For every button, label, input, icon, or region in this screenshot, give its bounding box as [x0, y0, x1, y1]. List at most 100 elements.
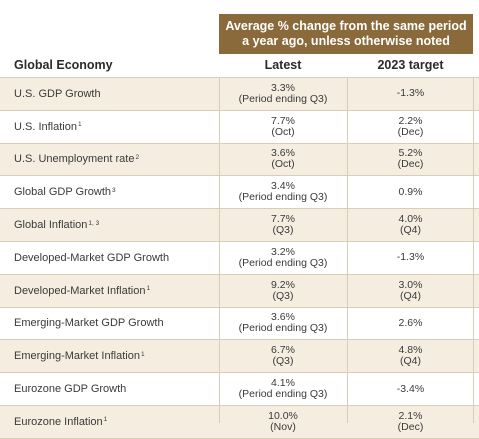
row-label-text: Eurozone Inflation	[14, 415, 103, 428]
latest-cell: 3.6% (Period ending Q3)	[219, 308, 347, 340]
target-cell: -3.4%	[348, 373, 473, 405]
target-period: (Q4)	[400, 289, 421, 302]
header-latest: Latest	[264, 58, 302, 72]
table-row: Global Inflation 1, 3 7.7% (Q3) 4.0% (Q4)	[0, 208, 479, 241]
row-label: U.S. GDP Growth	[14, 78, 101, 110]
column-divider	[219, 78, 220, 423]
table-row: U.S. Unemployment rate 2 3.6% (Oct) 5.2% (Dec…	[0, 142, 479, 176]
latest-period: (Oct)	[271, 125, 295, 138]
row-label-text: Emerging-Market Inflation	[14, 350, 140, 363]
row-label: Global Inflation 1, 3	[14, 209, 99, 241]
latest-period: (Period ending Q3)	[238, 322, 328, 335]
latest-cell: 4.1% (Period ending Q3)	[219, 373, 347, 405]
latest-value: 3.6%	[271, 147, 295, 160]
latest-cell: 3.2% (Period ending Q3)	[219, 242, 347, 274]
row-label: Developed-Market Inflation 1	[14, 275, 150, 307]
row-label-text: Eurozone GDP Growth	[14, 383, 127, 396]
latest-cell: 3.6% (Oct)	[219, 144, 347, 176]
latest-period: (Q3)	[272, 355, 294, 368]
row-label-text: Global Inflation	[14, 219, 88, 232]
footnote-marker: 1	[103, 416, 108, 424]
latest-period: (Nov)	[270, 420, 296, 433]
target-cell: -1.3%	[348, 242, 473, 274]
target-value: -1.3%	[396, 87, 425, 100]
target-value: 5.2%	[398, 147, 423, 160]
row-label: Developed-Market GDP Growth	[14, 242, 169, 274]
target-period: (Q4)	[400, 355, 421, 368]
target-cell: -1.3%	[348, 78, 473, 110]
target-cell: 2.6%	[348, 308, 473, 340]
latest-period: (Period ending Q3)	[238, 92, 328, 105]
row-label: Global GDP Growth 3	[14, 176, 116, 208]
band-line-1: Average % change from the same period	[225, 19, 467, 33]
target-value: 3.0%	[398, 278, 423, 291]
table-row: Developed-Market GDP Growth 3.2% (Period e…	[0, 240, 479, 274]
target-period: (Dec)	[397, 420, 424, 433]
latest-period: (Q3)	[272, 224, 294, 237]
footnote-marker: 3	[112, 186, 116, 194]
column-divider	[347, 78, 348, 423]
table-row: U.S. GDP Growth 3.3% (Period ending Q3) -1.…	[0, 77, 479, 110]
table-row: U.S. Inflation 1 7.7% (Oct) 2.2% (Dec)	[0, 109, 479, 143]
header-2023-target: 2023 target	[377, 58, 444, 72]
latest-cell: 9.2% (Q3)	[219, 275, 347, 307]
band-line-2: a year ago, unless otherwise noted	[242, 34, 450, 48]
row-label-text: Global GDP Growth	[14, 186, 112, 199]
target-cell: 4.8% (Q4)	[348, 340, 473, 372]
period-note-band: Average % change from the same period a …	[219, 14, 473, 54]
target-value: 4.8%	[398, 344, 423, 357]
latest-value: 6.7%	[271, 344, 295, 357]
target-period: (Dec)	[397, 158, 424, 171]
row-label-text: Emerging-Market GDP Growth	[14, 317, 164, 330]
row-label-text: Developed-Market GDP Growth	[14, 251, 170, 264]
latest-value: 3.4%	[271, 180, 295, 193]
latest-period: (Period ending Q3)	[238, 256, 328, 269]
latest-value: 7.7%	[271, 114, 295, 127]
footnote-marker: 1	[77, 121, 82, 129]
latest-cell: 6.7% (Q3)	[219, 340, 347, 372]
latest-period: (Period ending Q3)	[238, 191, 328, 204]
latest-value: 10.0%	[268, 409, 298, 422]
row-label: Emerging-Market Inflation 1	[14, 340, 145, 372]
header-global-economy: Global Economy	[14, 58, 113, 72]
target-cell: 4.0% (Q4)	[348, 209, 473, 241]
target-value: 4.0%	[398, 213, 423, 226]
target-cell: 2.1% (Dec)	[348, 406, 473, 438]
latest-value: 3.2%	[271, 245, 295, 258]
target-cell: 0.9%	[348, 176, 473, 208]
target-value: 2.6%	[398, 316, 423, 329]
target-value: -1.3%	[396, 251, 425, 264]
latest-value: 3.3%	[271, 81, 295, 94]
latest-period: (Oct)	[271, 158, 295, 171]
table-row: Emerging-Market Inflation 1 6.7% (Q3) 4.8% (Q…	[0, 339, 479, 373]
row-label: U.S. Unemployment rate 2	[14, 144, 139, 176]
column-divider	[473, 78, 474, 423]
row-label-text: U.S. Unemployment rate	[14, 153, 135, 166]
target-value: -3.4%	[396, 382, 425, 395]
latest-period: (Q3)	[272, 289, 294, 302]
latest-value: 9.2%	[271, 278, 295, 291]
row-label: Emerging-Market GDP Growth	[14, 308, 164, 340]
footnote-marker: 1	[146, 285, 151, 293]
latest-value: 7.7%	[271, 213, 295, 226]
latest-cell: 7.7% (Oct)	[219, 111, 347, 143]
table-row: Developed-Market Inflation 1 9.2% (Q3) 3.0%(…	[0, 273, 479, 307]
table-body: U.S. GDP Growth 3.3% (Period ending Q3) -1.…	[0, 77, 479, 439]
target-period: (Q4)	[400, 224, 421, 237]
latest-value: 4.1%	[271, 377, 295, 390]
target-value: 0.9%	[398, 185, 423, 198]
target-value: 2.2%	[398, 114, 423, 127]
table-row: Eurozone GDP Growth 4.1% (Period ending Q3…	[0, 372, 479, 405]
target-period: (Dec)	[397, 125, 424, 138]
table-row: Emerging-Market GDP Growth 3.6% (Period en…	[0, 306, 479, 340]
latest-value: 3.6%	[271, 311, 295, 324]
footnote-marker: 1, 3	[88, 219, 100, 227]
row-label: U.S. Inflation 1	[14, 111, 82, 143]
latest-cell: 3.3% (Period ending Q3)	[219, 78, 347, 110]
latest-cell: 3.4% (Period ending Q3)	[219, 176, 347, 208]
row-label-text: Developed-Market Inflation	[14, 284, 146, 297]
footnote-marker: 2	[135, 153, 140, 161]
target-cell: 2.2% (Dec)	[348, 111, 473, 143]
row-label: Eurozone GDP Growth	[14, 373, 126, 405]
